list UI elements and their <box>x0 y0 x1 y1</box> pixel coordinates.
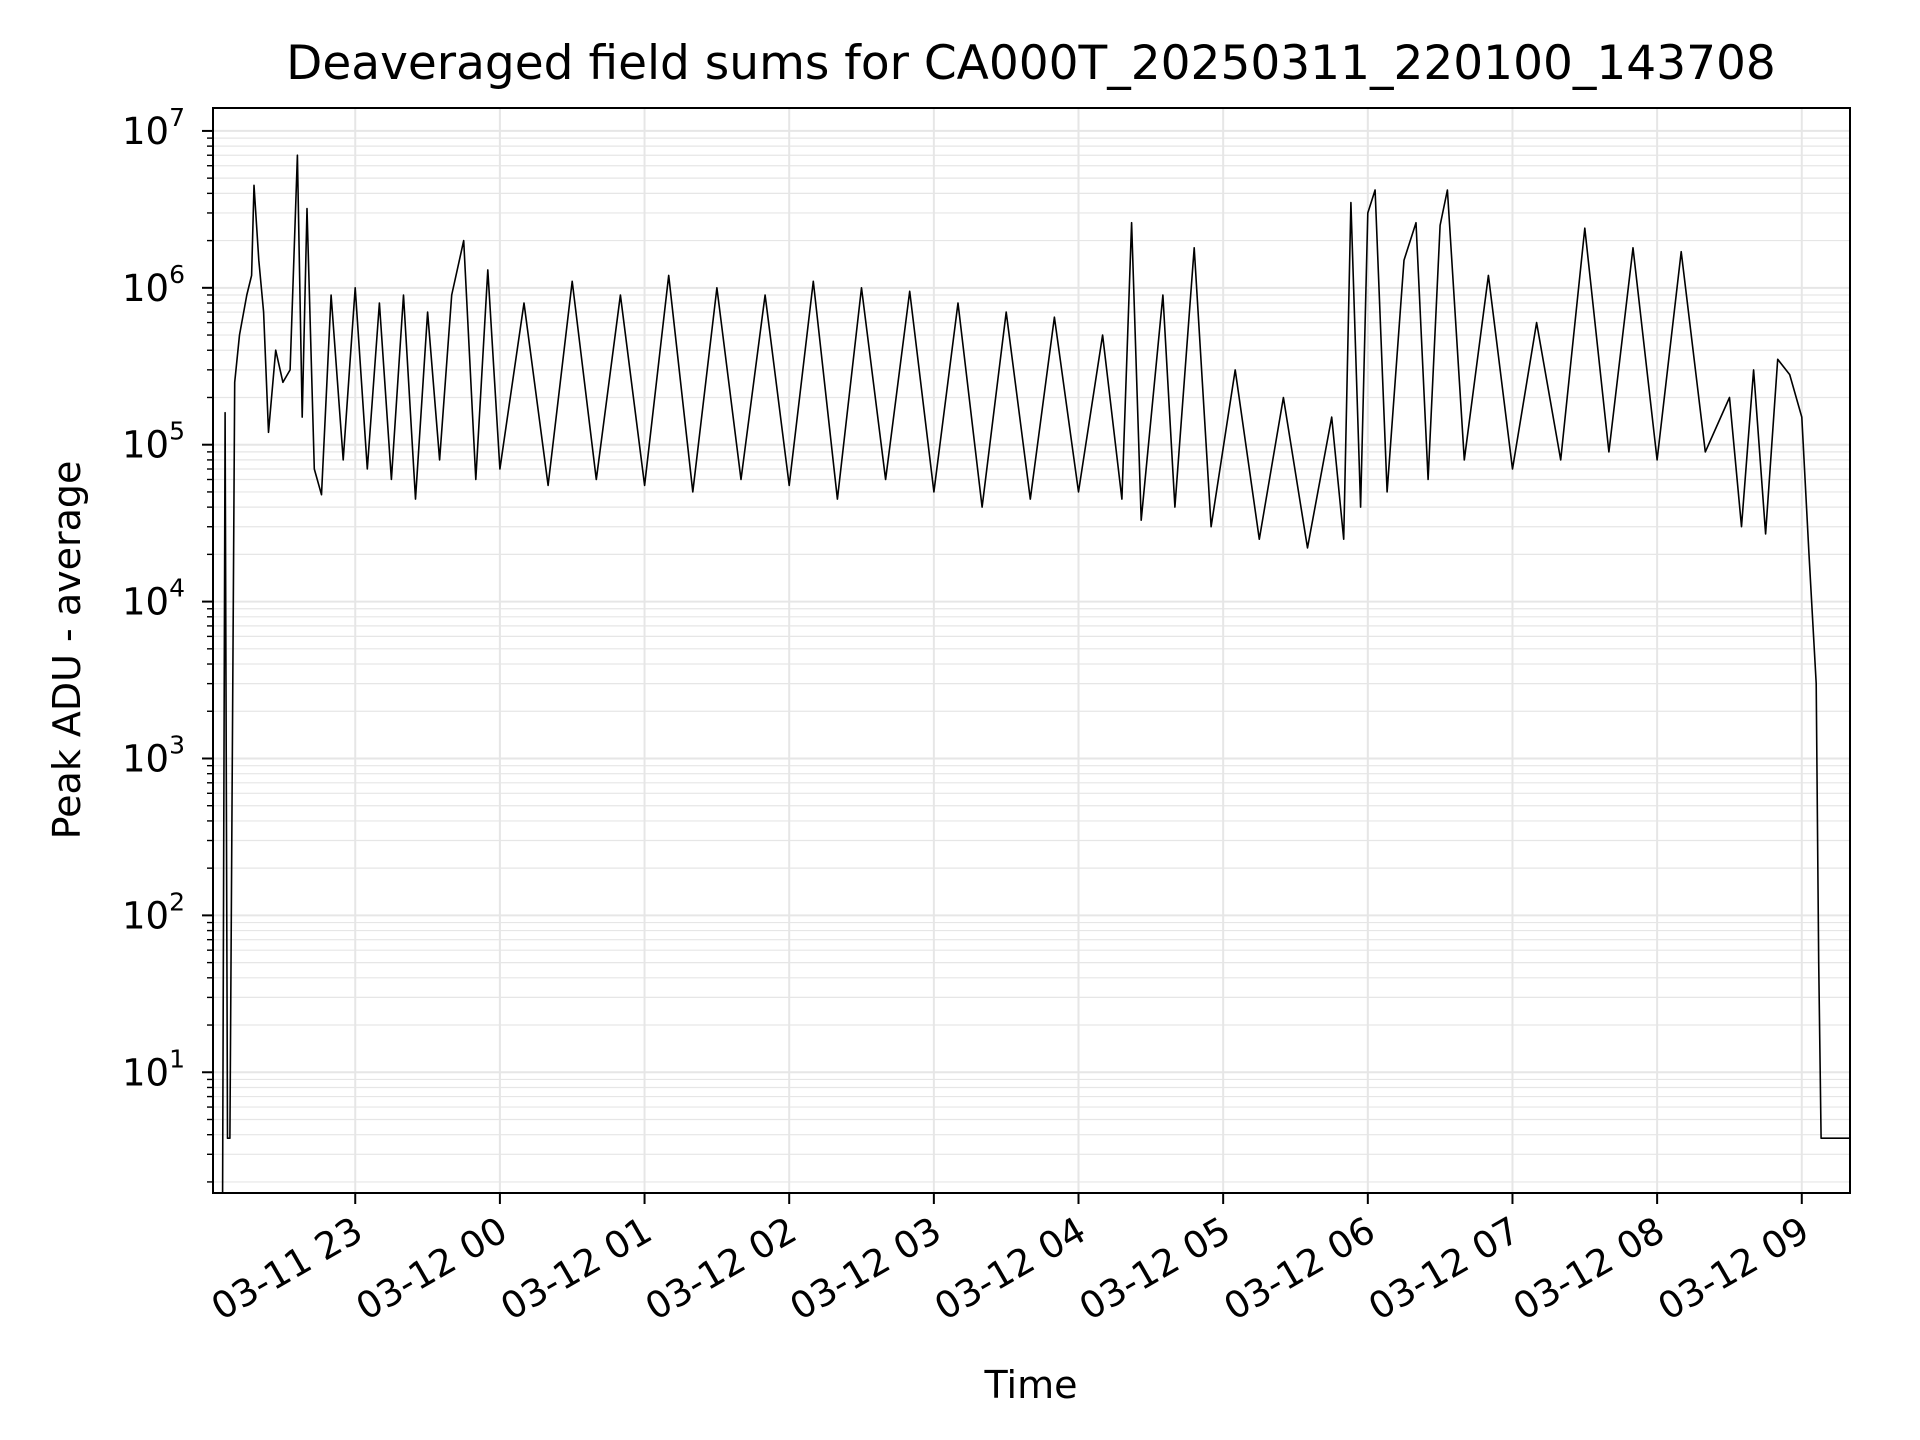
series-line <box>221 154 1850 1194</box>
y-tick-label: 104 <box>122 574 185 624</box>
y-tick-label: 101 <box>122 1044 185 1094</box>
series-layer <box>221 154 1850 1194</box>
y-tick-label: 105 <box>122 417 185 467</box>
chart-title: Deaveraged field sums for CA000T_2025031… <box>286 36 1776 91</box>
y-tick-label: 106 <box>122 260 185 310</box>
y-axis-label: Peak ADU - average <box>45 461 89 840</box>
x-axis-label: Time <box>984 1363 1078 1407</box>
grid <box>213 108 1850 1193</box>
y-tick-label: 102 <box>122 887 185 937</box>
y-axis-ticks: 101 102 103 104 105 106 107 <box>122 103 213 1183</box>
y-tick-label: 107 <box>122 103 185 153</box>
plot-frame <box>212 107 1851 1194</box>
y-tick-label: 103 <box>122 730 185 780</box>
